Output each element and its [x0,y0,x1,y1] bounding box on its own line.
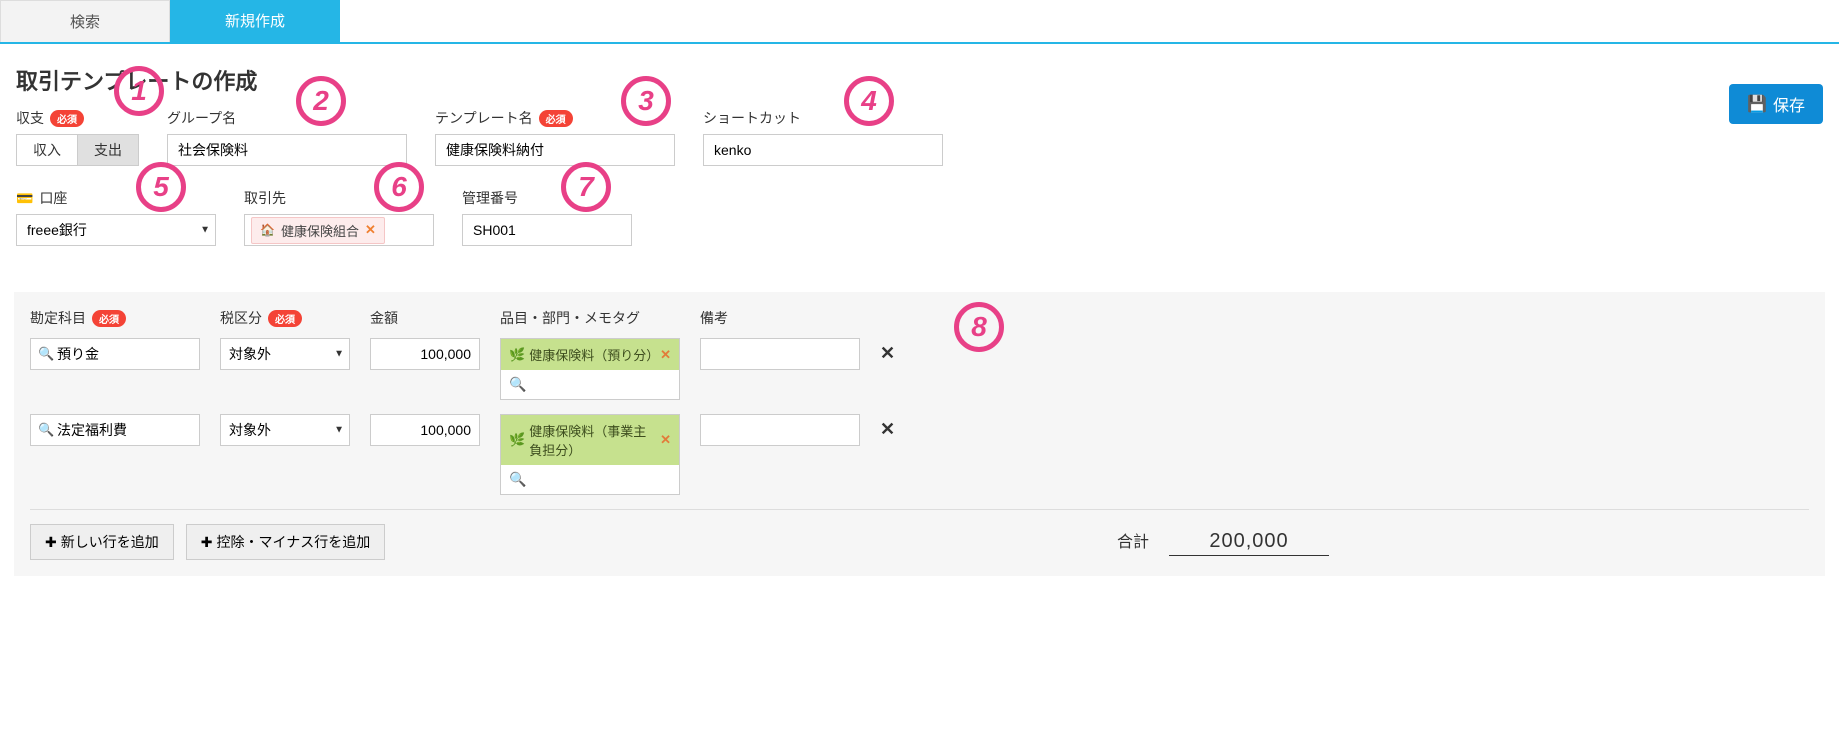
lines-header: 勘定科目 必須 税区分 必須 金額 品目・部門・メモタグ 備考 [30,308,1809,328]
label-partner: 取引先 [244,188,286,208]
toggle-expense[interactable]: 支出 [77,135,138,165]
toggle-income[interactable]: 収入 [17,135,77,165]
line-account-input[interactable] [30,414,200,446]
label-group-name: グループ名 [167,108,236,128]
search-icon: 🔍 [509,376,526,393]
header-remarks: 備考 [700,310,728,326]
home-icon: 🏠 [260,223,275,237]
group-name-input[interactable] [167,134,407,166]
plus-icon: ✚ [45,534,57,551]
line-remarks-input[interactable] [700,338,860,370]
line-tag-label: 健康保険料（事業主負担分） [529,421,654,459]
line-tag-label: 健康保険料（預り分） [529,345,654,364]
lines-panel: 8 勘定科目 必須 税区分 必須 金額 品目・部門・メモタグ 備考 🔍 対象外 [14,292,1825,576]
header-account: 勘定科目 [30,308,86,328]
leaf-icon: 🌿 [509,432,525,448]
add-row-button[interactable]: ✚ 新しい行を追加 [30,524,174,560]
line-tag-remove[interactable]: ✕ [660,432,671,448]
card-icon: 💳 [16,190,33,207]
line-tag-search[interactable]: 🔍 [501,465,679,494]
label-account: 口座 [39,188,67,208]
add-deduction-button[interactable]: ✚ 控除・マイナス行を追加 [186,524,385,560]
partner-tag-label: 健康保険組合 [281,221,359,240]
line-tag: 🌿 健康保険料（事業主負担分） ✕ [501,415,679,465]
label-control-number: 管理番号 [462,188,518,208]
field-group-name: グループ名 [167,108,407,166]
field-control-number: 管理番号 [462,188,632,246]
line-row: 🔍 対象外 ▼ 🌿 健康保険料（事業主負担分） ✕ [30,414,1809,495]
page-title: 取引テンプレートの作成 [16,64,1823,96]
income-expense-toggle: 収入 支出 [16,134,139,166]
total-amount: 200,000 [1169,528,1329,556]
plus-icon: ✚ [201,534,213,551]
add-row-label: 新しい行を追加 [61,532,159,552]
line-tags-box: 🌿 健康保険料（預り分） ✕ 🔍 [500,338,680,400]
line-amount-input[interactable] [370,338,480,370]
line-tag-search[interactable]: 🔍 [501,370,679,399]
tab-create[interactable]: 新規作成 [170,0,340,42]
line-tax-select[interactable]: 対象外 [220,414,350,446]
line-delete[interactable]: ✕ [880,414,900,440]
line-row: 🔍 対象外 ▼ 🌿 健康保険料（預り分） ✕ [30,338,1809,400]
required-badge: 必須 [268,310,302,327]
field-income-expense: 収支 必須 収入 支出 [16,108,139,166]
search-icon: 🔍 [509,471,526,488]
partner-tag-container[interactable]: 🏠 健康保険組合 ✕ [244,214,434,246]
lines-footer: ✚ 新しい行を追加 ✚ 控除・マイナス行を追加 合計 200,000 [30,509,1809,560]
required-badge: 必須 [539,110,573,127]
partner-tag: 🏠 健康保険組合 ✕ [251,217,385,244]
required-badge: 必須 [92,310,126,327]
account-select[interactable]: freee銀行 [16,214,216,246]
leaf-icon: 🌿 [509,347,525,363]
form-row-2: 5 6 7 💳 口座 freee銀行 ▼ 取引先 [16,188,1823,246]
field-template-name: テンプレート名 必須 [435,108,675,166]
field-partner: 取引先 🏠 健康保険組合 ✕ [244,188,434,246]
header-tax: 税区分 [220,308,262,328]
total-label: 合計 [1117,528,1149,552]
form-row-1: 1 2 3 4 収支 必須 収入 支出 グループ名 [16,108,1823,166]
line-tags-box: 🌿 健康保険料（事業主負担分） ✕ 🔍 [500,414,680,495]
label-template-name: テンプレート名 [435,108,533,128]
tab-search[interactable]: 検索 [0,0,170,42]
header-amount: 金額 [370,310,398,326]
add-deduction-label: 控除・マイナス行を追加 [216,532,370,552]
tabs-bar: 検索 新規作成 [0,0,1839,44]
partner-tag-remove[interactable]: ✕ [365,222,376,238]
field-account: 💳 口座 freee銀行 ▼ [16,188,216,246]
line-account-input[interactable] [30,338,200,370]
shortcut-input[interactable] [703,134,943,166]
line-tag-remove[interactable]: ✕ [660,347,671,363]
header-tags: 品目・部門・メモタグ [500,310,640,326]
line-amount-input[interactable] [370,414,480,446]
label-income-expense: 収支 [16,108,44,128]
template-name-input[interactable] [435,134,675,166]
label-shortcut: ショートカット [703,108,801,128]
line-tag: 🌿 健康保険料（預り分） ✕ [501,339,679,370]
field-shortcut: ショートカット [703,108,943,166]
control-number-input[interactable] [462,214,632,246]
required-badge: 必須 [50,110,84,127]
line-remarks-input[interactable] [700,414,860,446]
line-delete[interactable]: ✕ [880,338,900,364]
line-tax-select[interactable]: 対象外 [220,338,350,370]
